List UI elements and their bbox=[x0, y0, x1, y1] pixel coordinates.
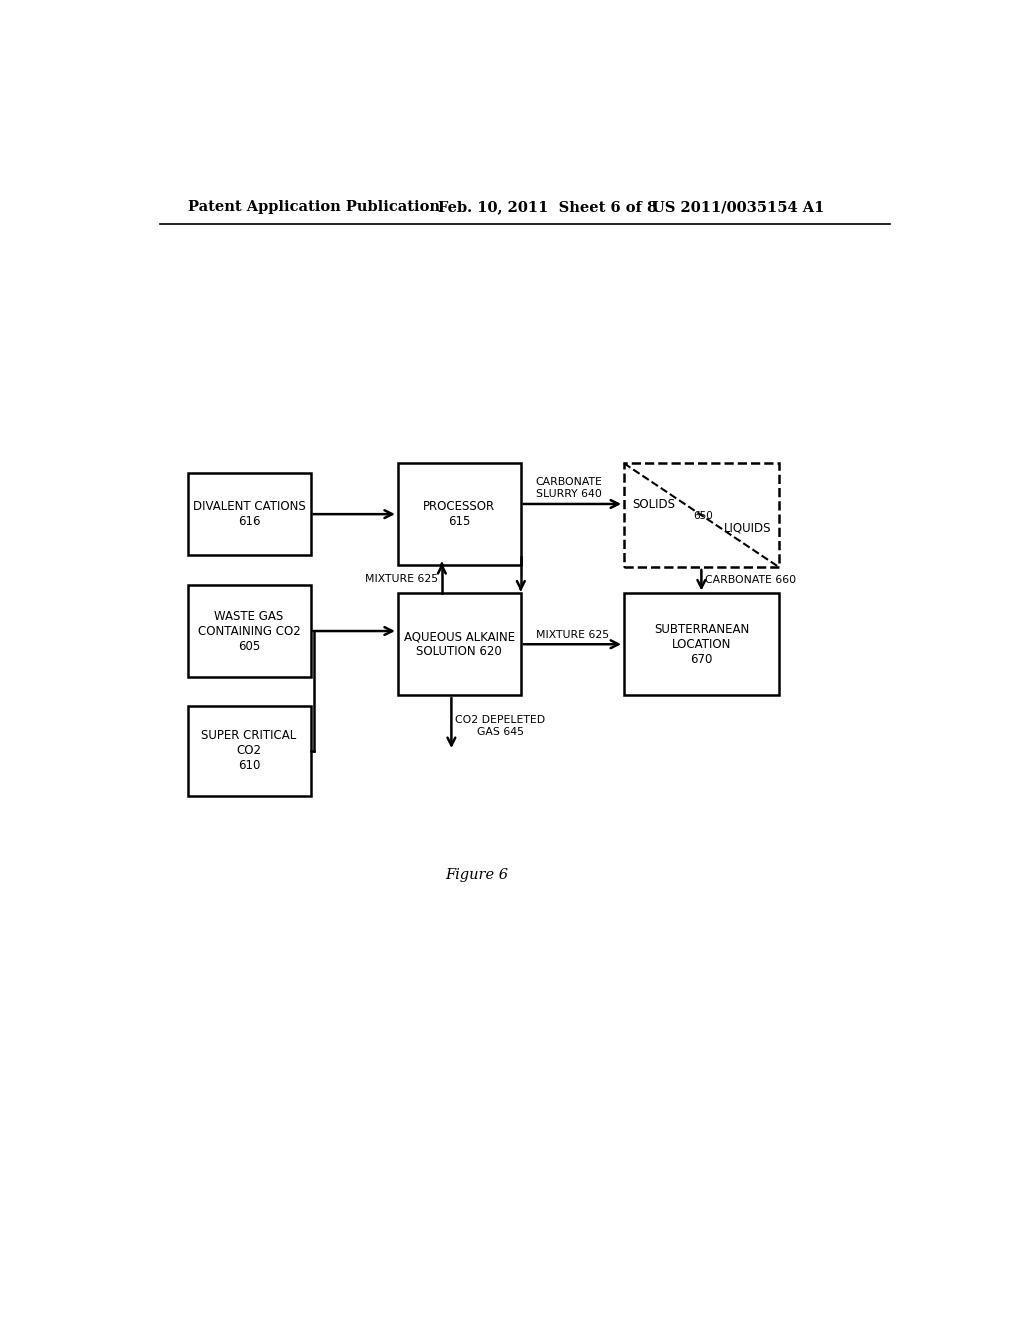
Text: CO2 DEPELETED
GAS 645: CO2 DEPELETED GAS 645 bbox=[456, 715, 546, 737]
Bar bbox=[624, 463, 779, 568]
Text: SOLIDS: SOLIDS bbox=[632, 498, 675, 511]
Bar bbox=[187, 585, 310, 677]
Text: Patent Application Publication: Patent Application Publication bbox=[187, 201, 439, 214]
Text: LIQUIDS: LIQUIDS bbox=[724, 521, 771, 535]
Text: Feb. 10, 2011  Sheet 6 of 8: Feb. 10, 2011 Sheet 6 of 8 bbox=[437, 201, 656, 214]
Text: SUBTERRANEAN
LOCATION
670: SUBTERRANEAN LOCATION 670 bbox=[653, 623, 749, 665]
Text: CARBONATE
SLURRY 640: CARBONATE SLURRY 640 bbox=[535, 478, 602, 499]
Text: PROCESSOR
615: PROCESSOR 615 bbox=[423, 500, 496, 528]
Bar bbox=[187, 706, 310, 796]
Text: MIXTURE 625: MIXTURE 625 bbox=[365, 574, 438, 585]
Bar bbox=[624, 594, 779, 696]
Text: 650: 650 bbox=[693, 511, 713, 521]
Text: US 2011/0035154 A1: US 2011/0035154 A1 bbox=[652, 201, 824, 214]
Bar bbox=[187, 474, 310, 554]
Text: Figure 6: Figure 6 bbox=[445, 869, 509, 882]
Text: CARBONATE 660: CARBONATE 660 bbox=[706, 576, 797, 585]
Text: SUPER CRITICAL
CO2
610: SUPER CRITICAL CO2 610 bbox=[202, 730, 297, 772]
Text: DIVALENT CATIONS
616: DIVALENT CATIONS 616 bbox=[193, 500, 305, 528]
Bar bbox=[397, 594, 521, 696]
Text: WASTE GAS
CONTAINING CO2
605: WASTE GAS CONTAINING CO2 605 bbox=[198, 610, 300, 652]
Text: AQUEOUS ALKAINE
SOLUTION 620: AQUEOUS ALKAINE SOLUTION 620 bbox=[403, 630, 515, 659]
Text: MIXTURE 625: MIXTURE 625 bbox=[536, 630, 609, 640]
Bar bbox=[397, 463, 521, 565]
